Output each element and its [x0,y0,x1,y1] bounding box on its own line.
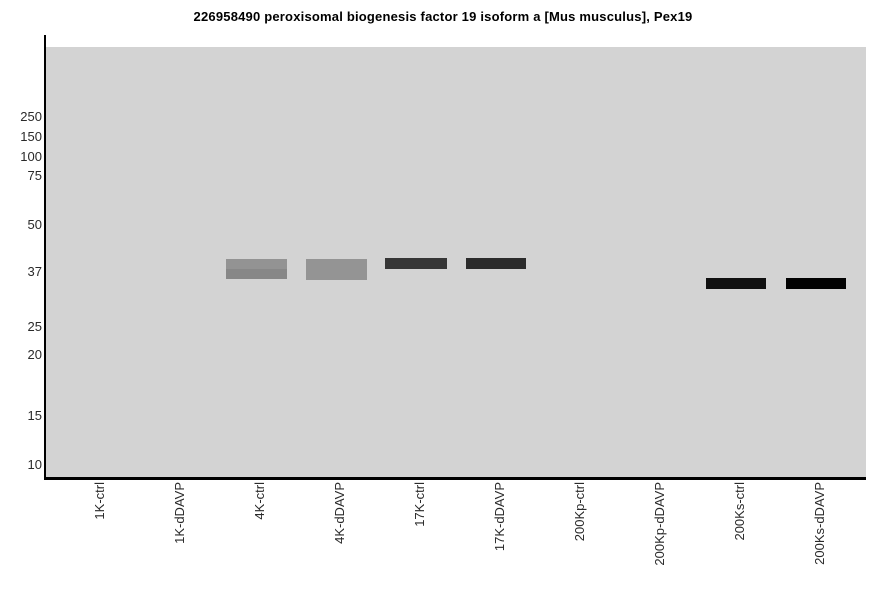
blot-band-200ks-ddavp [786,278,846,289]
blot-band-4k-ctrl [226,259,287,279]
lane-label-17k-ddavp: 17K-dDAVP [492,482,507,552]
lane-label-17k-ctrl: 17K-ctrl [412,482,427,527]
blot-band-17k-ctrl [385,258,447,269]
lane-label-200kp-ddavp: 200Kp-dDAVP [652,482,667,566]
blot-band-4k-ddavp [306,259,367,280]
y-tick-label-100: 100 [20,149,42,164]
x-axis-line [44,477,866,480]
lane-label-200ks-ddavp: 200Ks-dDAVP [812,482,827,565]
y-tick-label-75: 75 [27,168,42,183]
lane-label-4k-ctrl: 4K-ctrl [252,482,267,520]
blot-band-200ks-ctrl [706,278,766,289]
lane-label-4k-ddavp: 4K-dDAVP [332,482,347,544]
y-axis-line [44,35,46,480]
lane-label-1k-ddavp: 1K-dDAVP [172,482,187,544]
y-tick-label-15: 15 [27,408,42,423]
figure-title: 226958490 peroxisomal biogenesis factor … [193,9,693,24]
lane-label-1k-ctrl: 1K-ctrl [92,482,107,520]
lane-label-200kp-ctrl: 200Kp-ctrl [572,482,587,542]
gel-plot-area [46,47,866,477]
blot-band-17k-ddavp [466,258,526,269]
y-tick-label-50: 50 [27,217,42,232]
y-tick-label-25: 25 [27,319,42,334]
y-tick-label-150: 150 [20,129,42,144]
y-tick-label-10: 10 [27,457,42,472]
lane-label-200ks-ctrl: 200Ks-ctrl [732,482,747,541]
y-tick-label-37: 37 [27,264,42,279]
y-tick-label-250: 250 [20,109,42,124]
y-tick-label-20: 20 [27,347,42,362]
